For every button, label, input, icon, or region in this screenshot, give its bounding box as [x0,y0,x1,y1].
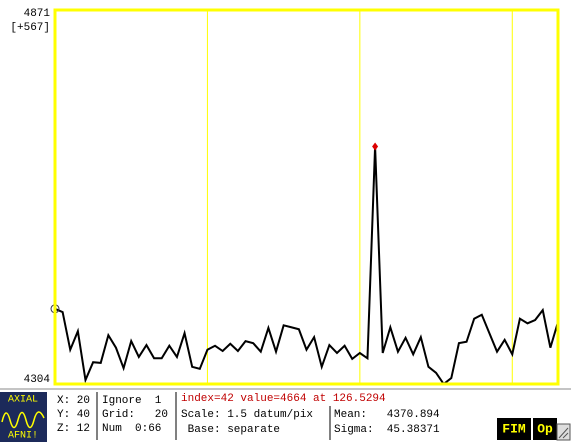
highlight-marker [372,142,379,151]
sigma: Sigma: 45.38371 [334,424,440,436]
plot-frame [53,8,560,386]
fim-button[interactable] [497,418,531,440]
y-tick-label: 4304 [24,374,51,386]
fim-label[interactable]: FIM [502,421,526,436]
logo-bg [0,392,47,442]
logo-top: AXIAL [8,395,38,406]
series-line [54,146,559,386]
coord-z: Z: 12 [57,423,90,435]
coord-y: Y: 40 [57,409,90,421]
y-tick-label: 4871 [24,8,51,20]
mean: Mean: 4370.894 [334,409,440,421]
base[interactable]: Base: separate [181,424,280,436]
logo: AXIAL AFNI! [0,392,47,442]
grid-control[interactable]: Grid: 20 [102,409,168,421]
coord-x: X: 20 [57,395,90,407]
resize-grip-lines [558,427,569,439]
info-line: index=42 value=4664 at 126.5294 [181,393,386,405]
logo-bottom: AFNI! [8,431,38,442]
num: Num 0:66 [102,423,161,435]
range-label-top: [+567] [10,22,50,34]
plot: 4304 4871 [24,8,560,386]
logo-wave [1,411,45,429]
scale[interactable]: Scale: 1.5 datum/pix [181,409,313,421]
op-label[interactable]: Op [537,421,553,436]
op-button[interactable] [533,418,557,440]
ignore[interactable]: Ignore 1 [102,395,162,407]
